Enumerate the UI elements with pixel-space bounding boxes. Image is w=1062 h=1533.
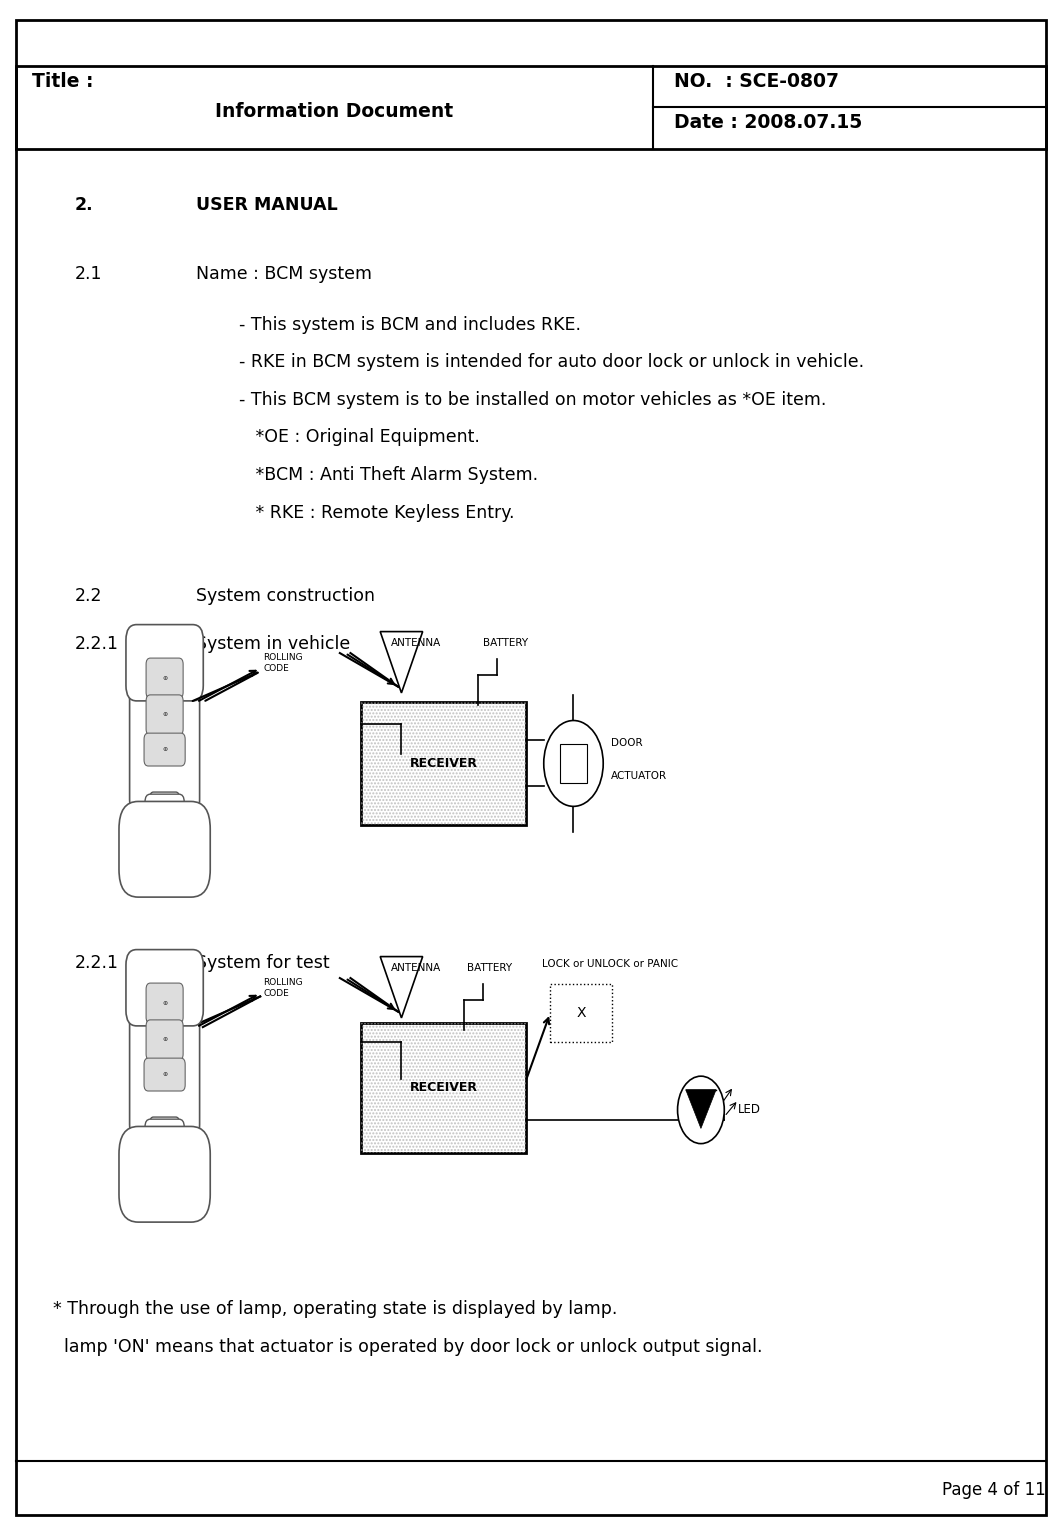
Text: 2.: 2.	[74, 196, 93, 215]
FancyBboxPatch shape	[147, 658, 183, 699]
Text: ⊕: ⊕	[162, 1072, 167, 1078]
Text: ⊕: ⊕	[162, 713, 167, 717]
FancyBboxPatch shape	[147, 694, 183, 736]
Text: BATTERY: BATTERY	[483, 638, 528, 648]
Text: ROLLING
CODE: ROLLING CODE	[263, 978, 303, 998]
Text: DOOR: DOOR	[611, 737, 643, 748]
Bar	[361, 1023, 526, 1153]
Text: ⊕: ⊕	[162, 747, 167, 753]
Circle shape	[678, 1076, 724, 1144]
Bar	[550, 984, 612, 1042]
Text: Date : 2008.07.15: Date : 2008.07.15	[674, 113, 862, 132]
Bar	[361, 702, 526, 825]
Text: System in vehicle: System in vehicle	[196, 635, 350, 653]
FancyBboxPatch shape	[126, 949, 203, 1026]
Text: System for test: System for test	[196, 954, 330, 972]
Text: Page 4 of 11: Page 4 of 11	[942, 1481, 1046, 1499]
Bar	[560, 744, 587, 783]
Text: * Through the use of lamp, operating state is displayed by lamp.: * Through the use of lamp, operating sta…	[53, 1300, 617, 1318]
Text: ANTENNA: ANTENNA	[391, 638, 441, 648]
Text: 2.2.1: 2.2.1	[74, 635, 118, 653]
Text: ⊕: ⊕	[162, 676, 167, 681]
Text: USER MANUAL: USER MANUAL	[196, 196, 338, 215]
Text: X: X	[577, 1006, 585, 1021]
Text: 2.2: 2.2	[74, 587, 102, 606]
Text: NO.  : SCE-0807: NO. : SCE-0807	[674, 72, 839, 90]
Text: RECEIVER: RECEIVER	[409, 757, 478, 770]
Text: RECEIVER: RECEIVER	[409, 1081, 478, 1095]
Text: LED: LED	[738, 1104, 761, 1116]
Bar	[16, 66, 1046, 149]
Text: - RKE in BCM system is intended for auto door lock or unlock in vehicle.: - RKE in BCM system is intended for auto…	[239, 353, 864, 371]
Text: 2.1: 2.1	[74, 265, 102, 284]
Text: *OE : Original Equipment.: *OE : Original Equipment.	[239, 428, 480, 446]
Circle shape	[544, 721, 603, 806]
Text: 2.2.1: 2.2.1	[74, 954, 118, 972]
Text: BATTERY: BATTERY	[467, 963, 512, 973]
Text: * RKE : Remote Keyless Entry.: * RKE : Remote Keyless Entry.	[239, 503, 514, 521]
Text: Name : BCM system: Name : BCM system	[196, 265, 373, 284]
Text: ROLLING
CODE: ROLLING CODE	[263, 653, 303, 673]
FancyBboxPatch shape	[147, 983, 183, 1024]
FancyBboxPatch shape	[130, 977, 200, 1137]
FancyBboxPatch shape	[145, 794, 184, 826]
FancyBboxPatch shape	[147, 1019, 183, 1061]
FancyBboxPatch shape	[119, 1127, 210, 1222]
Text: - This system is BCM and includes RKE.: - This system is BCM and includes RKE.	[239, 316, 581, 334]
FancyBboxPatch shape	[126, 624, 203, 701]
Text: LOCK or UNLOCK or PANIC: LOCK or UNLOCK or PANIC	[542, 958, 678, 969]
Text: ⊕: ⊕	[162, 1001, 167, 1006]
FancyBboxPatch shape	[119, 802, 210, 897]
Text: *BCM : Anti Theft Alarm System.: *BCM : Anti Theft Alarm System.	[239, 466, 538, 484]
Text: ⊕: ⊕	[162, 1038, 167, 1042]
Text: Information Document: Information Document	[216, 103, 453, 121]
FancyBboxPatch shape	[150, 793, 179, 809]
FancyBboxPatch shape	[144, 733, 185, 766]
FancyBboxPatch shape	[144, 1058, 185, 1091]
Text: Title :: Title :	[32, 72, 93, 90]
FancyBboxPatch shape	[145, 1119, 184, 1151]
Text: System construction: System construction	[196, 587, 376, 606]
Polygon shape	[686, 1090, 716, 1128]
Text: ANTENNA: ANTENNA	[391, 963, 441, 973]
Text: - This BCM system is to be installed on motor vehicles as *OE item.: - This BCM system is to be installed on …	[239, 391, 826, 409]
Bar	[361, 702, 526, 825]
Text: ACTUATOR: ACTUATOR	[611, 771, 667, 782]
FancyBboxPatch shape	[150, 1118, 179, 1134]
Bar	[361, 1023, 526, 1153]
Text: lamp 'ON' means that actuator is operated by door lock or unlock output signal.: lamp 'ON' means that actuator is operate…	[53, 1338, 763, 1357]
FancyBboxPatch shape	[130, 652, 200, 812]
